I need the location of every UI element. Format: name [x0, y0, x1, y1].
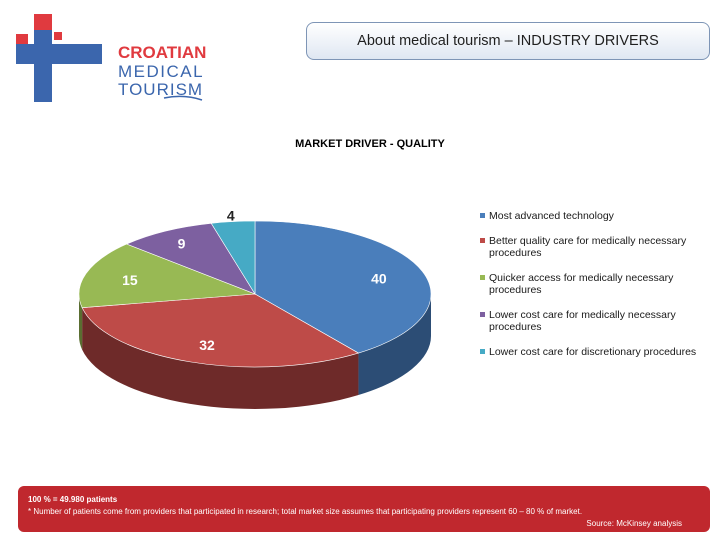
legend-item-1: Most advanced technology [480, 210, 720, 223]
data-label-5: 4 [227, 207, 235, 223]
legend-item-2: Better quality care for medically necess… [480, 235, 720, 260]
logo-text-tourism: TOURISM [118, 80, 203, 99]
logo-swoosh [163, 95, 203, 101]
footer-total-patients: 100 % = 49.980 patients [28, 495, 118, 504]
legend-item-4: Lower cost care for medically necessary … [480, 309, 720, 334]
pie-slice-2 [81, 293, 360, 368]
pie-slice-side-3 [79, 294, 83, 350]
logo-cross-horizontal [16, 44, 102, 64]
legend-label-2: Better quality care for medically necess… [489, 234, 687, 260]
pie-chart: 40 32 15 9 4 [78, 207, 432, 410]
legend-item-3: Quicker access for medically necessary p… [480, 272, 720, 297]
logo-text-medical: MEDICAL [118, 62, 204, 81]
legend-swatch-1 [480, 213, 485, 218]
logo-red-square-left [16, 34, 28, 44]
data-label-3: 15 [122, 272, 138, 288]
data-label-2: 32 [199, 337, 215, 353]
legend-swatch-4 [480, 311, 485, 317]
legend-swatch-5 [480, 348, 485, 354]
legend-label-3: Quicker access for medically necessary p… [489, 271, 674, 297]
legend-label-1: Most advanced technology [489, 210, 614, 222]
data-label-4: 9 [178, 235, 186, 251]
chart-title: MARKET DRIVER - QUALITY [295, 138, 445, 150]
croatian-medical-tourism-logo: CROATIAN MEDICAL TOURISM [16, 14, 206, 102]
logo-text-croatian: CROATIAN [118, 43, 206, 62]
footer-source: Source: McKinsey analysis [586, 519, 682, 528]
legend-item-5: Lower cost care for discretionary proced… [480, 346, 720, 359]
logo-red-square-small [54, 32, 62, 40]
chart-legend: Most advanced technology Better quality c… [480, 210, 720, 370]
logo-red-square-top [34, 14, 52, 30]
pie-slice-side-2 [82, 307, 359, 410]
footer-note: 100 % = 49.980 patients * Number of pati… [18, 486, 710, 532]
legend-label-4: Lower cost care for medically necessary … [489, 308, 676, 334]
legend-label-5: Lower cost care for discretionary proced… [489, 345, 697, 358]
footer-methodology-note: * Number of patients come from providers… [28, 507, 583, 516]
pie-slice-3 [78, 243, 256, 308]
legend-swatch-2 [480, 237, 485, 243]
pie-slice-5 [210, 220, 256, 296]
header-title: About medical tourism – INDUSTRY DRIVERS [357, 33, 659, 49]
pie-slice-4 [125, 222, 256, 295]
data-label-1: 40 [371, 270, 387, 286]
legend-swatch-3 [480, 274, 485, 280]
header-box: About medical tourism – INDUSTRY DRIVERS [306, 22, 710, 60]
pie-slice-1 [254, 220, 432, 354]
pie-slice-side-1 [358, 294, 431, 396]
